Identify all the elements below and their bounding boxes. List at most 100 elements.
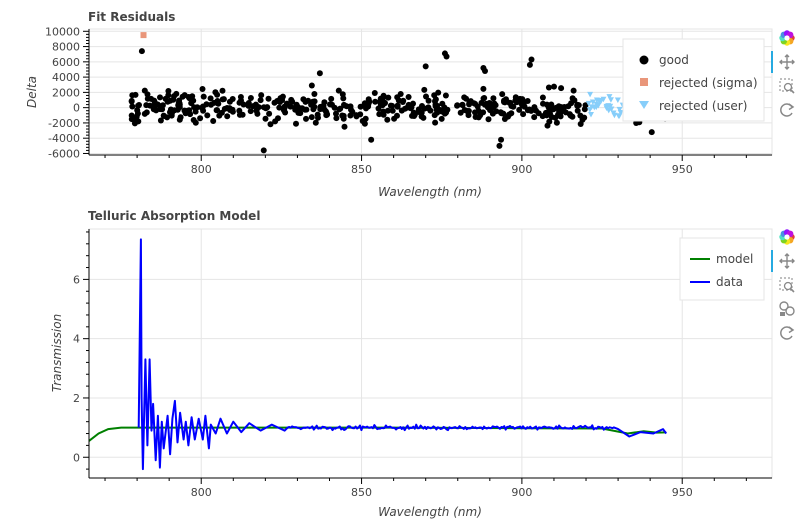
legend-label-good[interactable]: good: [659, 53, 689, 67]
good-point: [531, 114, 538, 121]
good-point: [294, 103, 300, 109]
good-point: [520, 111, 527, 118]
good-point: [542, 109, 549, 116]
good-point: [128, 97, 135, 104]
good-point: [569, 95, 576, 102]
legend-label-data[interactable]: data: [716, 275, 743, 289]
legend-label-rejected-user[interactable]: rejected (user): [659, 99, 747, 113]
good-point: [490, 95, 497, 102]
good-point: [347, 112, 354, 119]
good-point: [379, 102, 386, 109]
good-point: [324, 111, 331, 118]
toolbar-top: [771, 27, 798, 121]
good-point: [357, 103, 364, 110]
pan-tool-button[interactable]: [771, 51, 798, 73]
reset-tool-button[interactable]: [776, 322, 798, 344]
good-point: [535, 110, 542, 117]
good-point: [308, 114, 315, 121]
rejected-user-point: [585, 100, 592, 107]
good-point: [198, 104, 205, 111]
good-point: [328, 95, 335, 102]
good-point: [144, 95, 151, 102]
good-point: [516, 106, 523, 113]
good-point: [353, 112, 360, 119]
good-point: [380, 92, 387, 99]
x-axis-label-bottom: Wavelength (nm): [378, 505, 482, 519]
good-point: [384, 107, 391, 114]
good-point: [432, 119, 439, 126]
top-y-tick-label: 2000: [52, 86, 80, 99]
pan-tool-button[interactable]: [771, 250, 798, 272]
good-point: [496, 142, 503, 149]
good-point: [347, 103, 354, 110]
good-point: [489, 102, 496, 109]
legend-marker-good: [639, 55, 649, 65]
good-point: [141, 87, 148, 94]
bokeh-logo-button[interactable]: [776, 226, 798, 248]
top-x-tick-label: 950: [672, 163, 693, 176]
top-y-tick-label: 10000: [45, 25, 80, 38]
good-point: [138, 48, 145, 55]
top-y-tick-label: 4000: [52, 71, 80, 84]
good-point: [143, 102, 150, 109]
chart-title-top: Fit Residuals: [88, 10, 175, 24]
top-y-tick-label: 8000: [52, 41, 80, 54]
good-point: [165, 92, 172, 99]
bokeh-logo-icon: [779, 229, 795, 245]
box-zoom-tool-button[interactable]: [776, 75, 798, 97]
good-point: [303, 115, 309, 122]
good-point: [528, 56, 535, 63]
good-point: [303, 106, 310, 113]
top-y-tick-label: -6000: [48, 147, 80, 160]
rejected-user-point: [589, 99, 596, 105]
good-point: [372, 98, 379, 105]
rejected-user-point: [596, 97, 603, 104]
good-point: [129, 103, 136, 110]
legend-label-rejected-sigma[interactable]: rejected (sigma): [659, 76, 758, 90]
good-point: [524, 98, 531, 104]
toolbar-bottom: [771, 226, 798, 344]
legend-label-model[interactable]: model: [716, 252, 753, 266]
good-point: [157, 117, 164, 124]
good-point: [558, 85, 565, 92]
x-axis-label-top: Wavelength (nm): [378, 185, 482, 199]
legend-top: good rejected (sigma) rejected (user): [622, 38, 765, 122]
legend-marker-rejected-user: [639, 101, 649, 109]
good-point: [574, 107, 581, 114]
good-point: [389, 107, 396, 114]
good-point: [247, 95, 254, 101]
good-point: [397, 91, 404, 97]
good-point: [375, 105, 382, 112]
good-point: [258, 92, 265, 99]
good-point: [267, 121, 274, 128]
rejected-user-point: [587, 112, 594, 118]
good-point: [415, 109, 422, 115]
bokeh-logo-button[interactable]: [776, 27, 798, 49]
good-point: [341, 123, 348, 130]
good-point: [466, 101, 473, 108]
reset-tool-button[interactable]: [776, 99, 798, 121]
rejected-sigma-point: [140, 32, 147, 39]
hover-tool-button[interactable]: [776, 298, 798, 320]
good-point: [316, 70, 323, 77]
good-point: [135, 118, 142, 125]
top-y-tick-label: 0: [73, 102, 80, 115]
good-point: [438, 115, 445, 122]
good-point: [135, 102, 142, 109]
plot-area-bottom[interactable]: [88, 228, 773, 479]
good-point: [526, 61, 533, 68]
good-point: [308, 82, 315, 89]
good-point: [472, 100, 479, 107]
good-point: [556, 110, 563, 117]
box-zoom-tool-button[interactable]: [776, 274, 798, 296]
good-point: [457, 109, 464, 116]
good-point: [410, 100, 416, 107]
good-point: [435, 89, 442, 96]
good-point: [425, 97, 432, 104]
good-point: [237, 94, 244, 100]
good-point: [167, 109, 173, 116]
good-point: [190, 97, 197, 104]
good-point: [297, 110, 304, 117]
bottom-x-tick-label: 800: [191, 486, 212, 499]
rejected-user-point: [611, 112, 618, 119]
